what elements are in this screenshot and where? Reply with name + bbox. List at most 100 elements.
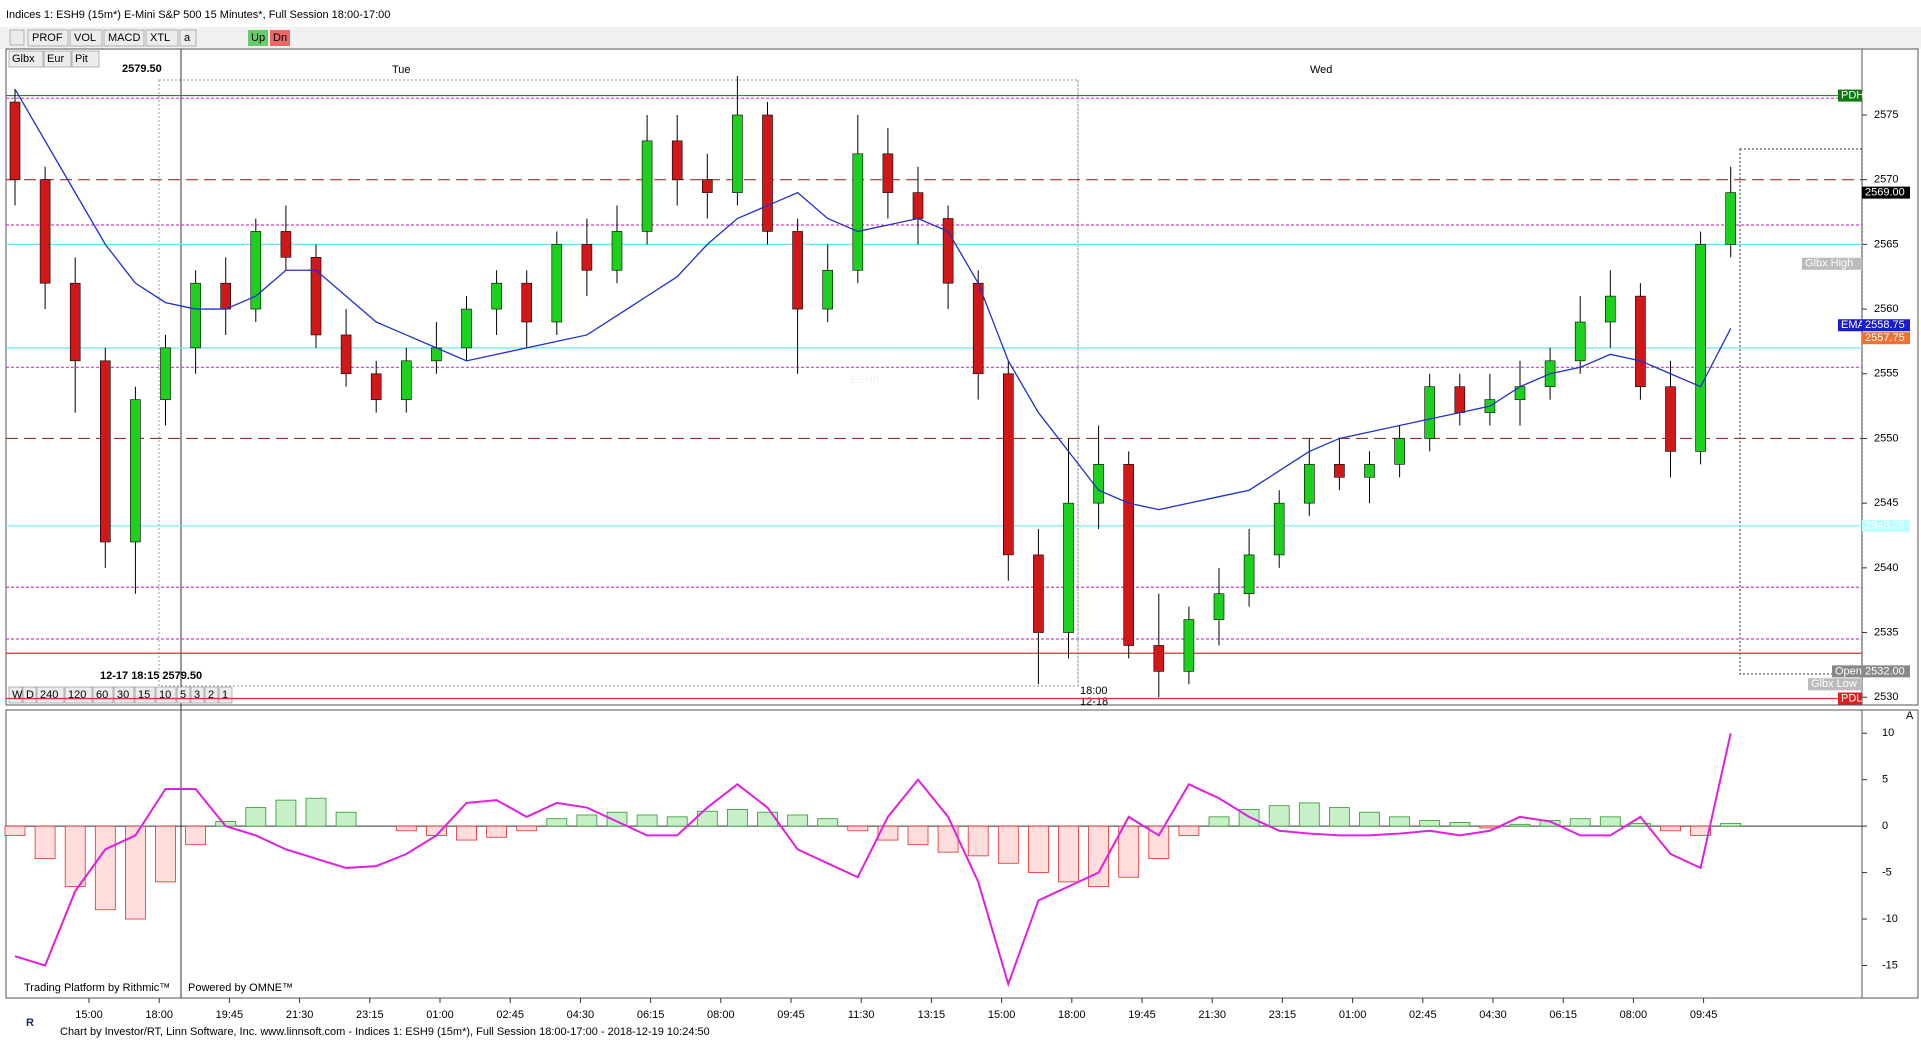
time-label: 08:00: [1620, 1009, 1648, 1021]
session-button[interactable]: [8, 50, 44, 68]
auto-scale[interactable]: A: [1906, 710, 1914, 722]
period-label[interactable]: 240: [40, 689, 58, 701]
macd-bar: [606, 811, 628, 827]
macd-bar: [125, 825, 146, 920]
macd-bar: [94, 825, 116, 911]
macd-bar: [1419, 820, 1441, 827]
toolbar-button-label[interactable]: MACD: [108, 32, 140, 44]
macd-bar: [907, 825, 929, 846]
candle-body: [972, 282, 984, 375]
candle-body: [491, 282, 502, 310]
period-label[interactable]: 120: [68, 689, 86, 701]
period-label[interactable]: 10: [159, 689, 171, 701]
level-tag: [1862, 332, 1910, 345]
level-tag-label: 2532.00: [1865, 665, 1905, 677]
period-label[interactable]: 3: [194, 689, 200, 701]
time-label: 18:00: [145, 1009, 173, 1021]
toolbar-button[interactable]: [103, 29, 145, 47]
macd-bar: [1599, 816, 1621, 827]
macd-bar: [335, 811, 357, 827]
macd-tick-label: 10: [1882, 727, 1894, 739]
title-bar: [0, 0, 1921, 27]
level-tag-label: 2557.75: [1865, 332, 1905, 344]
session-label[interactable]: Eur: [47, 53, 64, 65]
y-tick-label: 2540: [1874, 562, 1898, 574]
toolbar-icon[interactable]: [9, 29, 25, 46]
period-label[interactable]: 60: [96, 689, 108, 701]
toolbar-button-label[interactable]: a: [184, 32, 191, 44]
toolbar-button[interactable]: [145, 29, 179, 47]
candle-body: [39, 179, 51, 284]
session-label[interactable]: Pit: [75, 53, 88, 65]
candle-body: [220, 282, 231, 310]
session-date: 12-18: [1080, 696, 1108, 708]
toolbar-button-label[interactable]: PROF: [32, 32, 63, 44]
candle-body: [1123, 464, 1134, 646]
time-label: 13:15: [918, 1009, 946, 1021]
macd-bar: [666, 816, 688, 827]
dn-label[interactable]: Dn: [273, 32, 287, 44]
candle-body: [1605, 295, 1616, 323]
macd-bar: [1178, 825, 1200, 836]
projection-box: [1739, 148, 1863, 675]
session-button[interactable]: [71, 50, 100, 68]
candle-body: [370, 373, 382, 400]
toolbar-button-label[interactable]: VOL: [74, 32, 96, 44]
period-label[interactable]: 30: [117, 689, 129, 701]
candle-body: [521, 282, 533, 323]
candle-body: [1273, 502, 1285, 556]
time-label: 01:00: [426, 1009, 454, 1021]
y-tick-label: 2555: [1874, 368, 1898, 380]
time-label: 21:30: [1198, 1009, 1226, 1021]
period-label[interactable]: 2: [208, 689, 214, 701]
candle-body: [762, 114, 773, 232]
macd-bar: [155, 825, 176, 883]
period-label[interactable]: 5: [180, 689, 186, 701]
macd-bar: [757, 811, 778, 827]
period-label[interactable]: 15: [138, 689, 150, 701]
day-label: Wed: [1310, 64, 1332, 76]
logo: R: [26, 1017, 34, 1029]
macd-bar: [1449, 822, 1471, 827]
time-label: 09:45: [777, 1009, 805, 1021]
session-button[interactable]: [43, 50, 72, 68]
time-label: 23:15: [356, 1009, 384, 1021]
session-label[interactable]: Glbx: [12, 53, 35, 65]
candle-body: [732, 114, 743, 193]
macd-bar: [1720, 822, 1742, 827]
level-tag: [1838, 89, 1862, 102]
candle-body: [160, 347, 171, 400]
level-tag: [1832, 665, 1862, 678]
period-label[interactable]: D: [26, 689, 34, 701]
toolbar-button[interactable]: [27, 29, 69, 47]
level-tag: [1838, 319, 1862, 332]
candle-body: [69, 282, 81, 362]
candle-body: [130, 399, 141, 543]
toolbar-button[interactable]: [179, 29, 197, 47]
high-note: 12-17 18:15 2579.50: [100, 670, 202, 682]
time-label: 15:00: [988, 1009, 1016, 1021]
period-label[interactable]: 1: [222, 689, 228, 701]
macd-bar: [1268, 805, 1290, 827]
time-label: 09:45: [1690, 1009, 1718, 1021]
macd-bar: [817, 818, 839, 827]
window-title: Indices 1: ESH9 (15m*) E-Mini S&P 500 15…: [6, 9, 390, 21]
ema-line: [14, 88, 1732, 511]
toolbar-button[interactable]: [69, 29, 103, 47]
level-tag-label: PDH: [1841, 89, 1864, 101]
up-label[interactable]: Up: [251, 32, 265, 44]
high-label: 2579.50: [122, 63, 162, 75]
period-label[interactable]: W: [12, 689, 23, 701]
toolbar-button-label[interactable]: XTL: [150, 32, 170, 44]
time-label: 06:15: [1549, 1009, 1577, 1021]
candle-body: [792, 231, 803, 310]
candle-body: [1394, 438, 1405, 465]
level-tag: [1862, 665, 1910, 678]
toolbar: [0, 27, 1921, 49]
time-label: 19:45: [1128, 1009, 1156, 1021]
macd-bar: [847, 825, 869, 832]
dn-button[interactable]: [270, 30, 290, 46]
up-button[interactable]: [248, 30, 268, 46]
candle-body: [942, 218, 954, 284]
